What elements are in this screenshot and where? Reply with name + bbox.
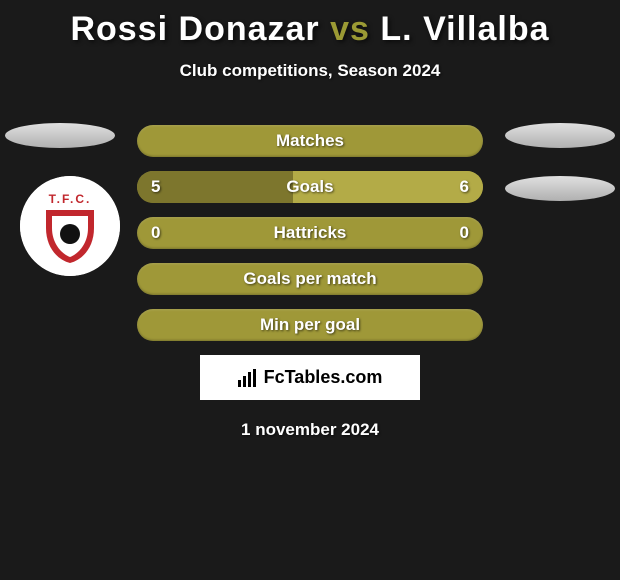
- bar-label: Matches: [276, 131, 344, 151]
- club-badge: T.F.C.: [20, 176, 120, 276]
- bar-left-value: 0: [151, 223, 160, 243]
- date-text: 1 november 2024: [0, 420, 620, 440]
- stat-bar: 0 Hattricks 0: [137, 217, 483, 249]
- subtitle: Club competitions, Season 2024: [0, 61, 620, 81]
- page-title: Rossi Donazar vs L. Villalba: [0, 6, 620, 53]
- comparison-card: Rossi Donazar vs L. Villalba Club compet…: [0, 0, 620, 440]
- stat-bar: Matches: [137, 125, 483, 157]
- stat-bars: Matches 5 Goals 6 0 Hattricks 0 Goals per match…: [137, 125, 483, 341]
- stat-bar: 5 Goals 6: [137, 171, 483, 203]
- shield-icon: [42, 208, 98, 264]
- bar-right-value: 6: [460, 177, 469, 197]
- badge-text: T.F.C.: [20, 192, 120, 206]
- bar-label: Goals: [286, 177, 333, 197]
- brand-text: FcTables.com: [238, 367, 383, 388]
- bar-right-value: 0: [460, 223, 469, 243]
- stat-bar: Goals per match: [137, 263, 483, 295]
- brand-label: FcTables.com: [264, 367, 383, 388]
- bar-label: Min per goal: [260, 315, 360, 335]
- bar-label: Hattricks: [274, 223, 347, 243]
- right-oval-icon: [505, 123, 615, 148]
- vs-text: vs: [330, 10, 370, 48]
- right-oval2-icon: [505, 176, 615, 201]
- left-oval-icon: [5, 123, 115, 148]
- player1-name: Rossi Donazar: [70, 10, 319, 48]
- player2-name: L. Villalba: [380, 10, 549, 48]
- chart-icon: [238, 369, 258, 387]
- stats-area: T.F.C. Matches 5 Goals 6 0 Hattricks 0 Goals pe…: [0, 125, 620, 440]
- bar-left-value: 5: [151, 177, 160, 197]
- bar-label: Goals per match: [243, 269, 376, 289]
- stat-bar: Min per goal: [137, 309, 483, 341]
- brand-box: FcTables.com: [200, 355, 420, 400]
